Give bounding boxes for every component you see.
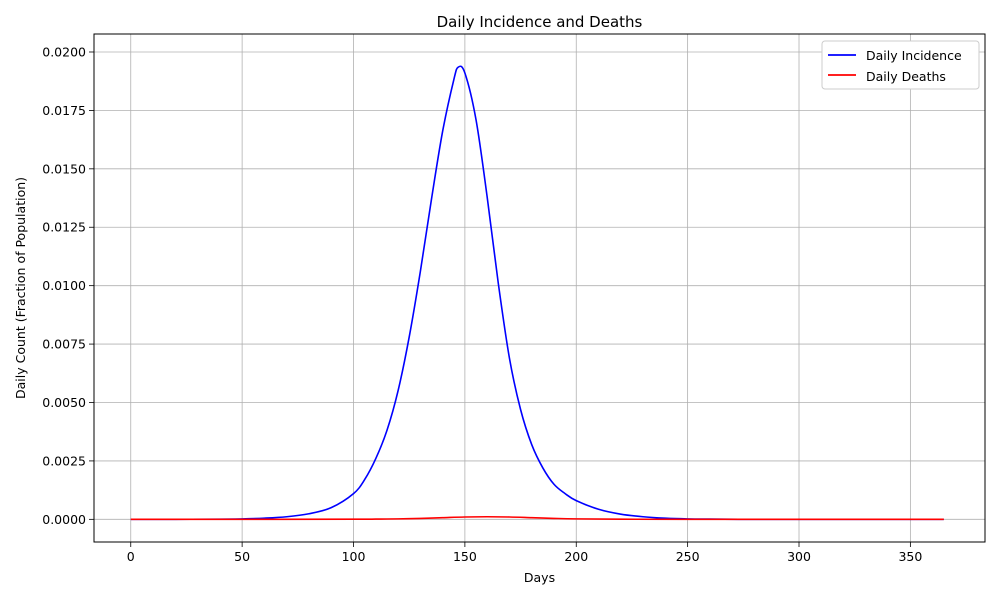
x-tick-label: 300 [787,549,811,564]
tick-layer: 0 50 100 150 200 250 300 350 0.0000 0.0025 0.0050 0… [42,44,922,564]
x-axis-label: Days [524,570,555,585]
line-layer [130,65,944,521]
y-tick-label: 0.0000 [42,512,86,527]
y-tick-label: 0.0125 [42,220,86,235]
legend-label-incidence: Daily Incidence [866,48,962,63]
plot-frame [93,33,986,543]
y-tick-label: 0.0175 [42,103,86,118]
x-tick-label: 100 [342,549,366,564]
series-line-daily-incidence [130,65,944,521]
y-tick-label: 0.0025 [42,453,86,468]
y-tick-label: 0.0200 [42,44,86,59]
chart-title: Daily Incidence and Deaths [437,13,643,31]
y-tick-label: 0.0075 [42,337,86,352]
x-tick-label: 0 [127,549,135,564]
x-tick-label: 200 [564,549,588,564]
legend: Daily Incidence Daily Deaths [821,40,980,90]
x-tick-label: 350 [898,549,922,564]
x-tick-label: 150 [453,549,477,564]
legend-box [821,40,980,90]
y-tick-label: 0.0100 [42,278,86,293]
y-tick-label: 0.0150 [42,161,86,176]
y-tick-label: 0.0050 [42,395,86,410]
series-line-daily-deaths [130,515,944,521]
y-axis-label: Daily Count (Fraction of Population) [13,177,28,399]
x-tick-label: 250 [676,549,700,564]
x-tick-label: 50 [234,549,250,564]
legend-label-deaths: Daily Deaths [866,69,946,84]
